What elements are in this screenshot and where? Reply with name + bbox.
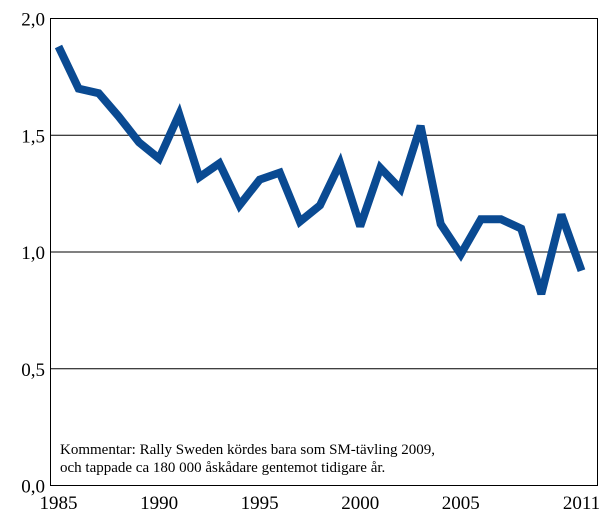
series-layer xyxy=(54,44,586,296)
x-tick-label: 2005 xyxy=(442,493,480,514)
series-line xyxy=(54,44,586,296)
x-tick-label: 1990 xyxy=(140,493,178,514)
x-tick-label: 1995 xyxy=(241,493,279,514)
annotation: Kommentar: Rally Sweden kördes bara som … xyxy=(60,442,435,476)
x-tick-label: 2000 xyxy=(341,493,379,514)
y-tick-label: 1,0 xyxy=(21,243,45,264)
y-tick-label: 0,0 xyxy=(21,477,45,498)
y-tick-label: 1,5 xyxy=(21,126,45,147)
plot-frame xyxy=(50,18,598,486)
y-tick-label: 2,0 xyxy=(21,10,45,31)
gridlines xyxy=(50,134,598,370)
annotation-line-2: och tappade ca 180 000 åskådare gentemot… xyxy=(60,460,385,476)
x-axis-ticks: 1985 1990 1995 2000 2005 2011 xyxy=(40,493,600,514)
y-tick-label: 0,5 xyxy=(21,360,45,381)
x-tick-label: 2011 xyxy=(563,493,600,514)
x-tick-label: 1985 xyxy=(40,493,78,514)
y-axis-ticks: 0,0 0,5 1,0 1,5 2,0 xyxy=(21,10,45,498)
annotation-line-1: Kommentar: Rally Sweden kördes bara som … xyxy=(60,442,435,458)
